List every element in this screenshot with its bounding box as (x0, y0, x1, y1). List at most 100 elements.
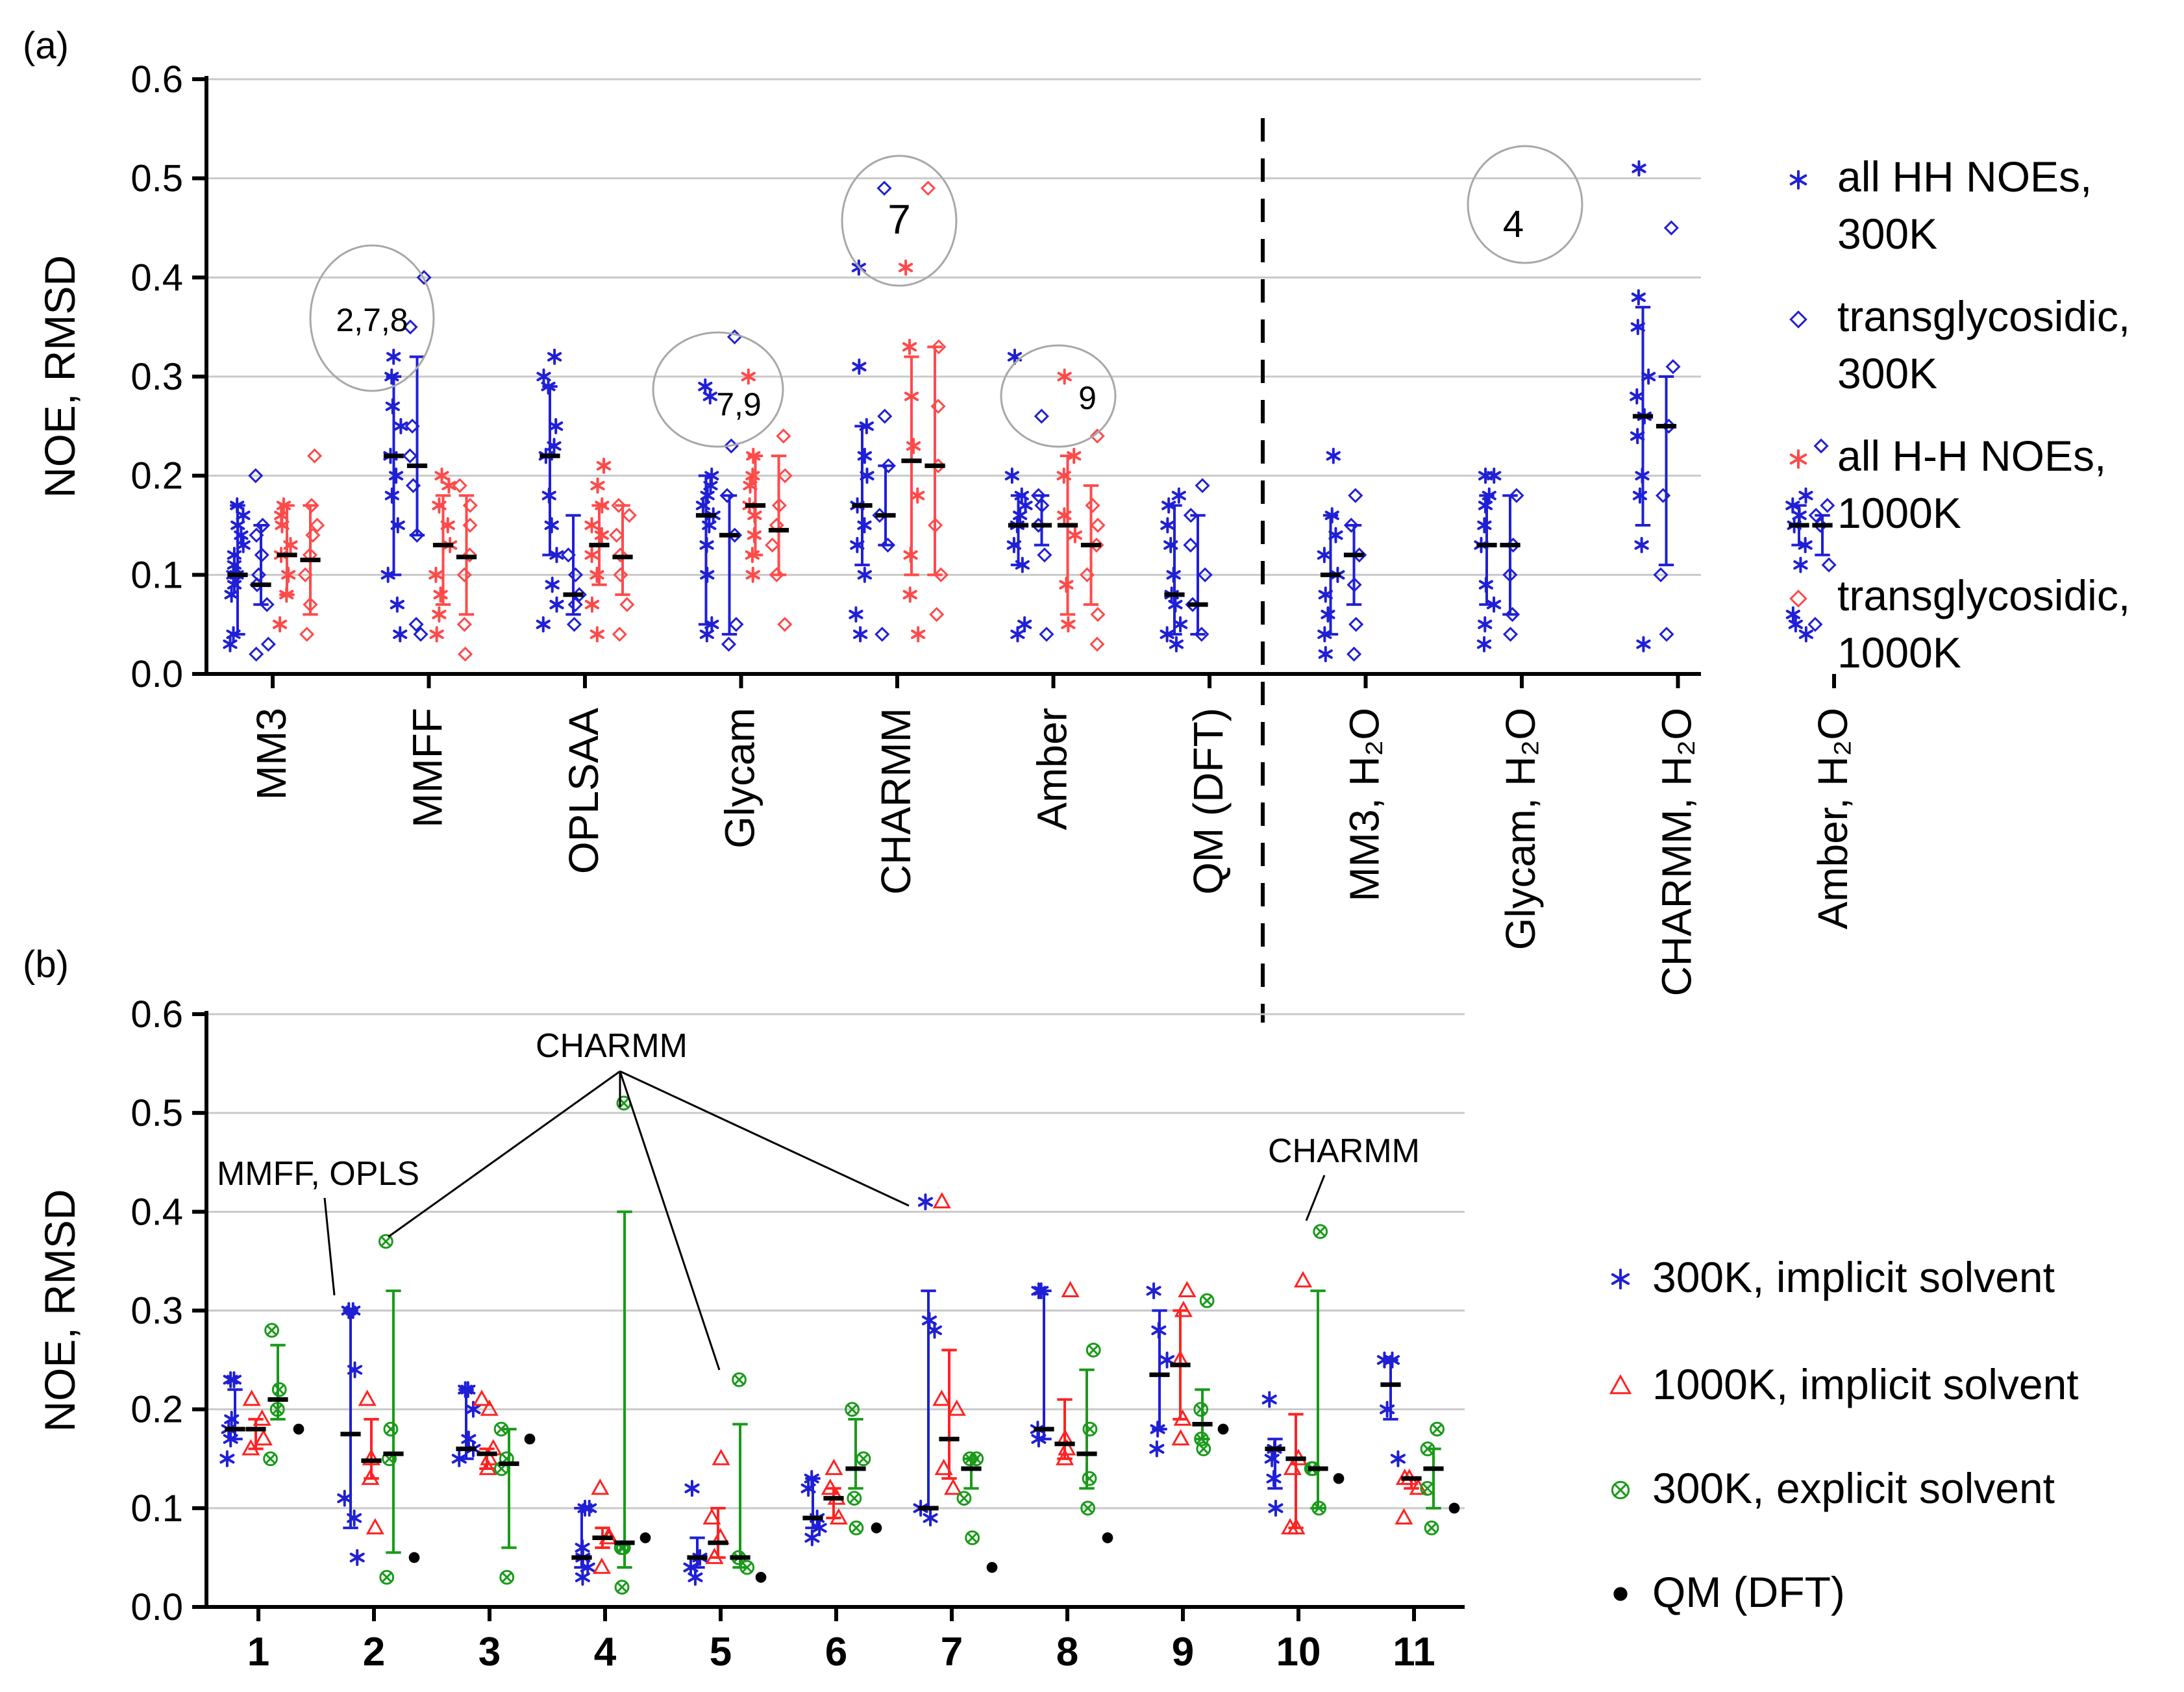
data-point-stroke (1789, 174, 1807, 186)
data-point-stroke (958, 1493, 969, 1504)
data-point-stroke (923, 1513, 938, 1523)
data-point (932, 1191, 951, 1209)
data-point-stroke (1261, 1394, 1277, 1404)
x-tick-label: 2 (363, 1630, 385, 1674)
data-point (458, 646, 473, 662)
data-point (429, 626, 444, 643)
data-point (408, 1552, 420, 1563)
x-tick-label: MM3 (248, 708, 295, 800)
data-point-stroke (847, 1404, 858, 1415)
data-point (1067, 527, 1082, 543)
data-point (613, 547, 628, 563)
data-point (310, 517, 325, 533)
data-point (1080, 1500, 1096, 1516)
data-point (684, 1480, 700, 1497)
annotation-leader (388, 1070, 621, 1238)
annotation-leader (619, 1071, 721, 1371)
data-point (584, 547, 599, 564)
data-point-ring (378, 1234, 393, 1249)
data-point (1424, 1520, 1439, 1536)
data-point (712, 1449, 730, 1465)
series-1 (248, 180, 1837, 662)
x-tick-label: 6 (825, 1630, 847, 1674)
data-point (236, 537, 251, 554)
data-point-stroke (461, 1434, 477, 1444)
data-point (393, 626, 408, 643)
data-point (1090, 517, 1106, 533)
data-point (910, 487, 925, 504)
data-point (1395, 1508, 1413, 1525)
data-point (1057, 368, 1072, 385)
data-point (242, 1389, 261, 1406)
data-point-stroke (390, 599, 404, 610)
data-point (299, 627, 315, 642)
data-point-ring (965, 1530, 980, 1545)
legend-label: 1000K (1837, 628, 1961, 677)
data-point-stroke (1160, 520, 1175, 530)
data-point (732, 1372, 747, 1387)
x-tick-label: 10 (1276, 1630, 1321, 1674)
x-tick-label: 7 (941, 1630, 963, 1674)
data-point-stroke (590, 480, 605, 491)
data-point (902, 586, 917, 603)
data-point-stroke (698, 382, 713, 392)
data-point (383, 1421, 399, 1437)
data-point-stroke (266, 1325, 277, 1336)
data-point (1061, 616, 1076, 633)
annotation-ellipse (652, 331, 784, 448)
data-point (1798, 626, 1813, 643)
data-point-stroke (745, 570, 760, 580)
data-point-stroke (1785, 610, 1800, 619)
data-point (745, 566, 760, 583)
data-point (986, 1561, 998, 1573)
data-point (461, 1430, 477, 1448)
data-point-stroke (1798, 629, 1813, 640)
data-point-stroke (699, 629, 714, 640)
data-point-stroke (536, 371, 551, 382)
data-point (358, 1389, 377, 1406)
data-point-stroke (547, 352, 562, 362)
data-point-stroke (1798, 490, 1813, 501)
data-point (249, 646, 264, 662)
data-point (1089, 429, 1105, 444)
legend-label: 300K (1837, 349, 1937, 397)
data-point-stroke (384, 490, 399, 501)
data-point (1789, 310, 1807, 329)
data-point (480, 1399, 499, 1416)
x-tick-label: 8 (1056, 1630, 1078, 1674)
y-tick-label: 0.3 (130, 1290, 183, 1332)
data-point (219, 1450, 235, 1467)
data-point-stroke (265, 1453, 276, 1464)
data-point-stroke (536, 619, 551, 629)
data-point (1149, 1440, 1165, 1458)
x-tick-label: Amber, H₂O (1809, 708, 1856, 929)
data-point-stroke (1315, 1226, 1326, 1237)
x-tick-label: MMFF (404, 708, 451, 828)
data-point (1082, 1421, 1098, 1437)
data-point (1504, 606, 1520, 622)
data-point (1017, 616, 1032, 633)
data-point (923, 1510, 938, 1527)
data-point (702, 1508, 721, 1525)
data-point (590, 477, 605, 494)
data-point-ring (732, 1372, 747, 1387)
data-point (741, 368, 756, 385)
annotation-leader (1305, 1175, 1326, 1221)
data-point (1798, 487, 1813, 504)
data-point (902, 338, 917, 355)
data-point-stroke (1630, 431, 1645, 441)
data-point (263, 1451, 278, 1467)
x-tick-label: OPLSAA (560, 708, 607, 874)
data-point-stroke (849, 610, 863, 619)
panel-a: 0.0 0.1 0.2 0.3 0.4 0.5 0.6 NOE, RMSD (a) MM3 MMFF… (23, 25, 2130, 1023)
data-point-ring (1430, 1421, 1445, 1437)
y-tick-label: 0.0 (130, 1586, 183, 1628)
data-point-stroke (465, 1404, 481, 1415)
data-point (1631, 289, 1646, 306)
data-point (1788, 616, 1803, 633)
data-point (1195, 478, 1210, 493)
data-point-stroke (684, 1483, 700, 1493)
data-point (1034, 408, 1049, 424)
panel-label: (a) (23, 25, 69, 67)
